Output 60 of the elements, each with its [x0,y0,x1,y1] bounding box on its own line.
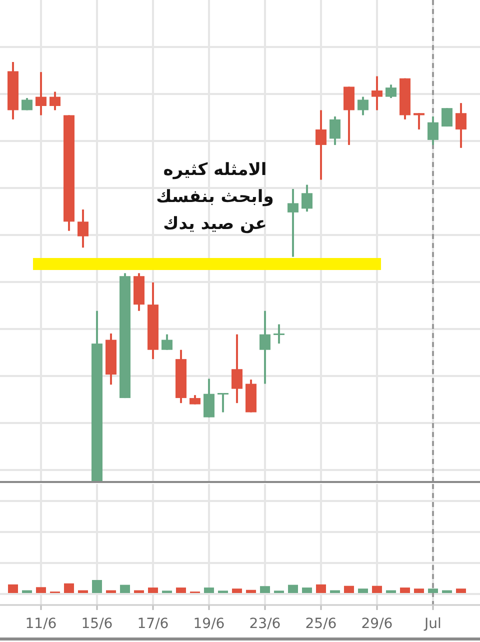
x-tick-label: 19/6 [193,616,225,632]
candlestick [36,71,46,116]
candlestick [302,184,312,213]
x-tick-label: Jul [424,616,442,632]
x-tick-label: 15/6 [81,616,113,632]
candlestick [442,107,452,128]
bar [246,590,256,593]
candlestick [190,394,200,406]
candlestick [456,102,466,149]
candlestick [162,333,172,351]
candlestick [414,112,424,130]
bar [106,590,116,593]
candlestick [232,333,242,404]
bar [330,590,340,593]
bar [232,588,242,593]
bar [134,590,144,593]
bar [78,590,88,593]
candlestick [316,109,326,181]
candlestick [78,208,88,249]
x-tick-label: 23/6 [249,616,281,632]
candlestick [274,323,284,345]
candlestick [260,310,270,385]
candlestick [218,392,228,414]
bar [204,588,214,593]
bar [400,588,410,593]
candlestick [50,90,60,112]
bar [344,586,354,593]
candlestick [358,96,368,116]
candlestick [330,115,340,146]
bar [372,586,382,593]
bar [22,590,32,593]
candlestick [288,188,298,258]
bar [176,588,186,593]
candlestick [344,86,354,146]
bar [148,588,158,593]
bar [8,584,18,593]
bar [428,588,438,593]
x-tick-label: 29/6 [361,616,393,632]
bar [358,588,368,593]
bar [302,588,312,593]
x-tick-label: 11/6 [25,616,57,632]
x-tick-label: 25/6 [305,616,337,632]
candlestick [372,75,382,112]
bar [456,588,466,593]
candlestick [428,115,438,146]
annotation: الامثله كثيره وابحث بنفسك عن صيد يدك [156,160,274,234]
x-tick-label: 17/6 [137,616,169,632]
bar [288,584,298,593]
bar [64,583,74,593]
bar [92,580,102,593]
bar [36,587,46,593]
bar [442,590,452,593]
bar [120,584,130,593]
bar [386,590,396,593]
candlestick [22,97,32,112]
bar [316,584,326,593]
bar [414,588,424,593]
candlestick [204,378,214,418]
candlestick [386,84,396,100]
bar [260,586,270,593]
